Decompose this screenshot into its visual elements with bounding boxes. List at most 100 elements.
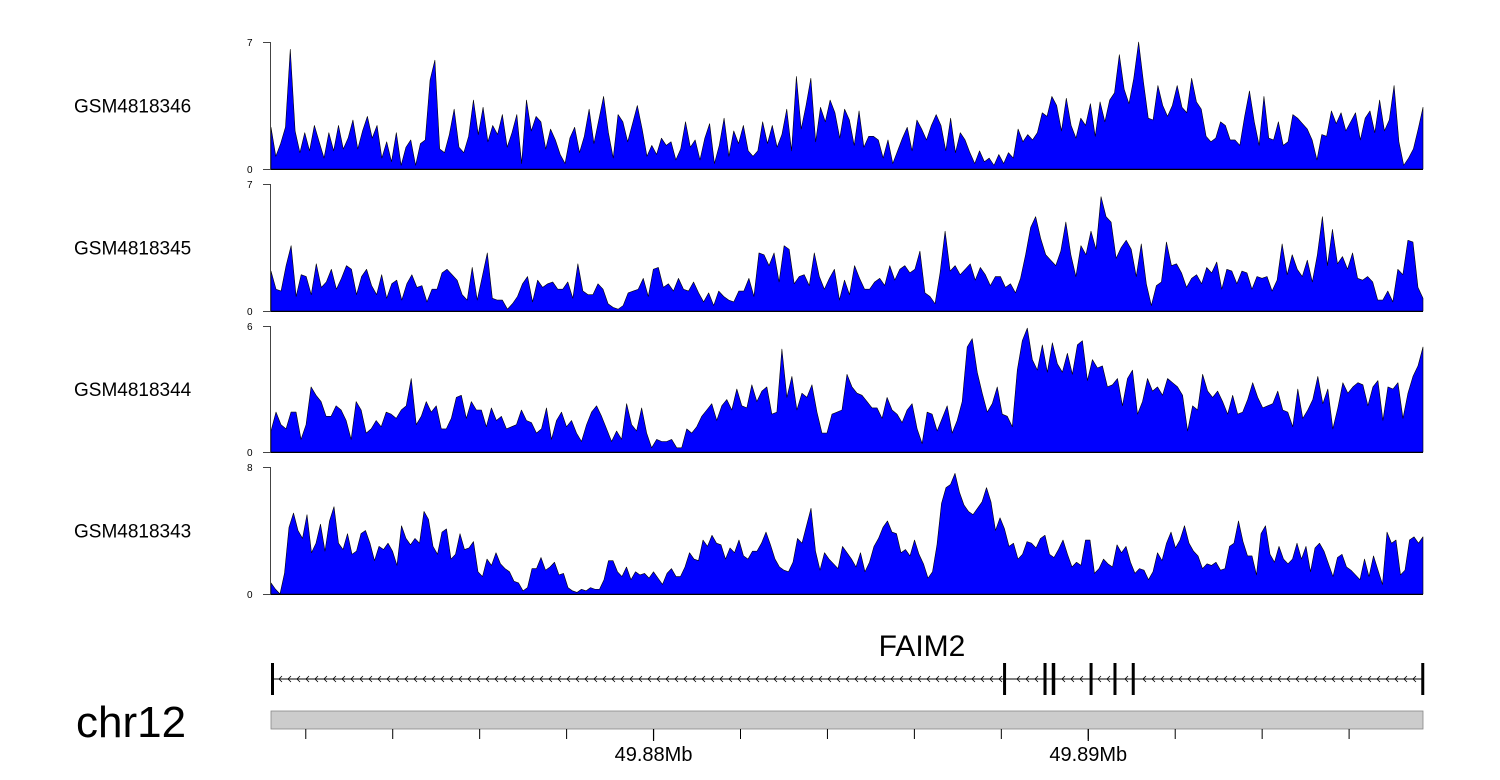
- strand-arrow: [395, 675, 400, 683]
- coverage-area: [270, 473, 1424, 595]
- strand-arrow: [638, 675, 643, 683]
- strand-arrow: [890, 675, 895, 683]
- strand-arrow: [1214, 675, 1219, 683]
- strand-arrow: [368, 675, 373, 683]
- strand-arrow: [1277, 675, 1282, 683]
- strand-arrow: [719, 675, 724, 683]
- strand-arrow: [296, 675, 301, 683]
- strand-arrow: [1241, 675, 1246, 683]
- strand-arrow: [1358, 675, 1363, 683]
- strand-arrow: [629, 675, 634, 683]
- track-name-label: GSM4818344: [74, 380, 192, 401]
- strand-arrow: [899, 675, 904, 683]
- strand-arrow: [1151, 675, 1156, 683]
- strand-arrow: [1025, 675, 1030, 683]
- strand-arrow: [1304, 675, 1309, 683]
- exon-block: [1421, 663, 1425, 695]
- strand-arrow: [998, 675, 1003, 683]
- strand-arrow: [1394, 675, 1399, 683]
- strand-arrow: [350, 675, 355, 683]
- strand-arrow: [1331, 675, 1336, 683]
- strand-arrow: [863, 675, 868, 683]
- strand-arrow: [548, 675, 553, 683]
- strand-arrow: [845, 675, 850, 683]
- strand-arrow: [377, 675, 382, 683]
- strand-arrow: [764, 675, 769, 683]
- strand-arrow: [620, 675, 625, 683]
- strand-arrow: [1106, 675, 1111, 683]
- exon-block: [1003, 663, 1007, 695]
- strand-arrow: [404, 675, 409, 683]
- gene-track: FAIM2: [271, 630, 1425, 695]
- axis-tick-label: 49.89Mb: [1049, 744, 1127, 766]
- strand-arrow: [584, 675, 589, 683]
- strand-arrow: [728, 675, 733, 683]
- strand-arrow: [431, 675, 436, 683]
- strand-arrow: [1097, 675, 1102, 683]
- strand-arrow: [314, 675, 319, 683]
- strand-arrow: [1367, 675, 1372, 683]
- strand-arrow: [818, 675, 823, 683]
- track-GSM4818345: 7 0 GSM4818345: [74, 180, 1424, 318]
- strand-arrow: [539, 675, 544, 683]
- strand-arrow: [656, 675, 661, 683]
- strand-arrow: [566, 675, 571, 683]
- strand-arrow: [449, 675, 454, 683]
- strand-arrow: [953, 675, 958, 683]
- strand-arrow: [521, 675, 526, 683]
- exon-block: [1051, 663, 1056, 695]
- strand-arrow: [1295, 675, 1300, 683]
- strand-arrow: [746, 675, 751, 683]
- strand-arrow: [1079, 675, 1084, 683]
- strand-arrow: [683, 675, 688, 683]
- coverage-tracks: 7 0 GSM4818346 7 0 GSM4818345 6 0 GSM4818344 8 0 GS…: [74, 38, 1424, 601]
- strand-arrow: [737, 675, 742, 683]
- strand-arrow: [791, 675, 796, 683]
- strand-arrow: [1286, 675, 1291, 683]
- strand-arrow: [827, 675, 832, 683]
- y-tick-label-min: 0: [247, 165, 253, 176]
- strand-arrow: [1070, 675, 1075, 683]
- strand-arrow: [980, 675, 985, 683]
- strand-arrow: [800, 675, 805, 683]
- strand-arrow: [1268, 675, 1273, 683]
- strand-arrow: [530, 675, 535, 683]
- exon-block: [271, 663, 274, 695]
- track-name-label: GSM4818345: [74, 239, 191, 260]
- strand-arrow: [1160, 675, 1165, 683]
- strand-arrow: [908, 675, 913, 683]
- y-tick-label-max: 7: [247, 38, 253, 49]
- strand-arrow: [809, 675, 814, 683]
- strand-arrow: [413, 675, 418, 683]
- strand-arrow: [422, 675, 427, 683]
- y-tick-label-max: 6: [247, 322, 253, 333]
- strand-arrow: [1349, 675, 1354, 683]
- y-tick-label-max: 7: [247, 180, 253, 191]
- strand-arrow: [557, 675, 562, 683]
- strand-arrow: [593, 675, 598, 683]
- strand-arrow: [926, 675, 931, 683]
- strand-arrow: [287, 675, 292, 683]
- strand-arrow: [1385, 675, 1390, 683]
- strand-arrow: [1061, 675, 1066, 683]
- strand-arrow: [278, 675, 283, 683]
- strand-arrow: [935, 675, 940, 683]
- gene-name-label: FAIM2: [879, 630, 966, 663]
- strand-arrow: [386, 675, 391, 683]
- strand-arrow: [1034, 675, 1039, 683]
- strand-arrow: [647, 675, 652, 683]
- strand-arrow: [782, 675, 787, 683]
- y-tick-label-min: 0: [247, 448, 253, 459]
- y-tick-label-max: 8: [247, 463, 253, 474]
- strand-arrow: [440, 675, 445, 683]
- y-tick-label-min: 0: [247, 307, 253, 318]
- exon-block: [1131, 663, 1135, 695]
- strand-arrow: [872, 675, 877, 683]
- ideogram-axis: chr12 49.88Mb 49.89Mb: [76, 698, 1424, 766]
- strand-arrow: [692, 675, 697, 683]
- strand-arrow: [971, 675, 976, 683]
- strand-arrow: [341, 675, 346, 683]
- strand-arrow: [1223, 675, 1228, 683]
- strand-arrow: [476, 675, 481, 683]
